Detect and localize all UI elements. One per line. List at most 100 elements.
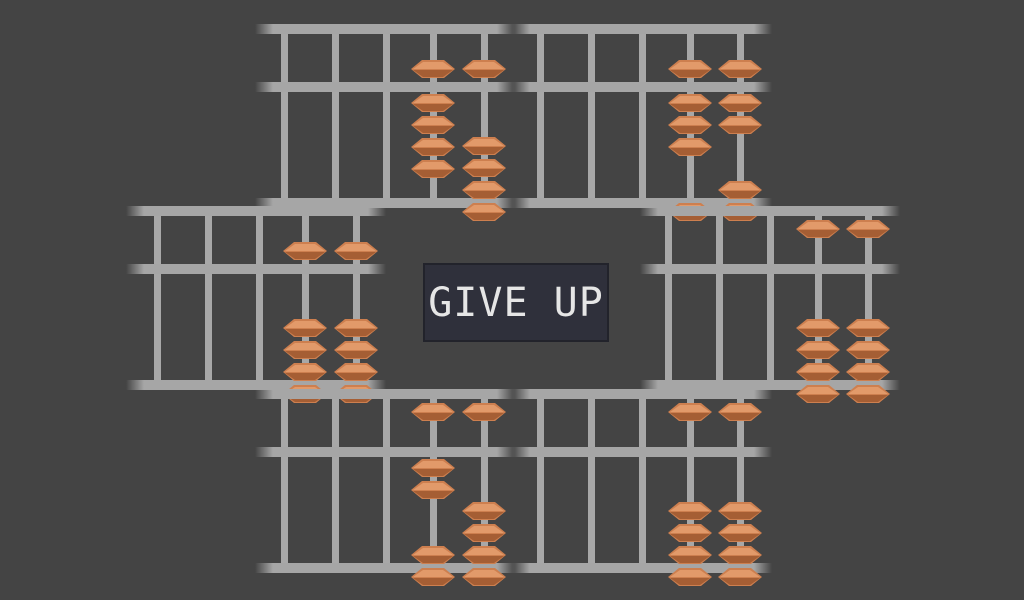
abacus-rod — [332, 28, 339, 204]
abacus-frame-rail — [640, 380, 900, 390]
abacus-rod — [537, 28, 544, 204]
abacus-rod — [815, 210, 822, 386]
abacus-lower-bead[interactable] — [716, 523, 764, 543]
abacus-lower-bead[interactable] — [460, 180, 508, 200]
abacus-rod — [665, 210, 672, 386]
abacus-lower-bead[interactable] — [332, 318, 380, 338]
abacus-frame-rail — [512, 198, 772, 208]
abacus-lower-bead[interactable] — [409, 567, 457, 587]
abacus-rod — [588, 393, 595, 569]
abacus-beam — [640, 264, 900, 274]
abacus-beam — [255, 82, 515, 92]
abacus-lower-bead[interactable] — [332, 362, 380, 382]
abacus-lower-bead[interactable] — [460, 158, 508, 178]
abacus-frame-rail — [255, 198, 515, 208]
abacus-lower-bead[interactable] — [409, 159, 457, 179]
abacus-upper-bead[interactable] — [409, 59, 457, 79]
abacus-rod — [302, 210, 309, 386]
abacus-rod — [481, 28, 488, 204]
abacus-frame-rail — [255, 24, 515, 34]
abacus-rod — [281, 393, 288, 569]
abacus-lower-bead[interactable] — [460, 202, 508, 222]
abacus-lower-bead[interactable] — [409, 545, 457, 565]
abacus-upper-bead[interactable] — [666, 59, 714, 79]
abacus-lower-bead[interactable] — [666, 501, 714, 521]
abacus-lower-bead[interactable] — [281, 318, 329, 338]
abacus-rod — [481, 393, 488, 569]
abacus-rod — [865, 210, 872, 386]
abacus-lower-bead[interactable] — [281, 362, 329, 382]
abacus-upper-bead[interactable] — [460, 59, 508, 79]
abacus-rod — [588, 28, 595, 204]
abacus-upper-bead[interactable] — [716, 402, 764, 422]
abacus-beam — [126, 264, 386, 274]
abacus-frame-rail — [255, 389, 515, 399]
abacus-rod — [281, 28, 288, 204]
abacus-lower-bead[interactable] — [409, 115, 457, 135]
abacus-upper-bead[interactable] — [794, 219, 842, 239]
abacus-rod — [154, 210, 161, 386]
abacus-lower-bead[interactable] — [409, 458, 457, 478]
abacus-lower-bead[interactable] — [409, 137, 457, 157]
abacus-rod — [383, 28, 390, 204]
abacus-rod — [537, 393, 544, 569]
abacus-lower-bead[interactable] — [666, 93, 714, 113]
abacus-lower-bead[interactable] — [794, 340, 842, 360]
abacus-lower-bead[interactable] — [794, 362, 842, 382]
abacus-rod — [767, 210, 774, 386]
abacus-lower-bead[interactable] — [716, 115, 764, 135]
abacus-upper-bead[interactable] — [281, 241, 329, 261]
abacus-rod — [687, 393, 694, 569]
abacus-frame-rail — [640, 206, 900, 216]
abacus-frame-rail — [512, 24, 772, 34]
abacus-lower-bead[interactable] — [409, 480, 457, 500]
abacus-lower-bead[interactable] — [666, 523, 714, 543]
abacus-lower-bead[interactable] — [666, 115, 714, 135]
abacus-lower-bead[interactable] — [794, 318, 842, 338]
abacus-lower-bead[interactable] — [460, 501, 508, 521]
abacus-rod — [353, 210, 360, 386]
abacus-lower-bead[interactable] — [716, 545, 764, 565]
abacus-lower-bead[interactable] — [409, 93, 457, 113]
abacus-lower-bead[interactable] — [716, 567, 764, 587]
abacus-upper-bead[interactable] — [409, 402, 457, 422]
abacus-frame-rail — [126, 206, 386, 216]
abacus-beam — [255, 447, 515, 457]
abacus-frame-rail — [512, 563, 772, 573]
abacus-upper-bead[interactable] — [666, 402, 714, 422]
give-up-button[interactable]: GIVE UP — [423, 263, 609, 342]
abacus-lower-bead[interactable] — [716, 180, 764, 200]
abacus-upper-bead[interactable] — [332, 241, 380, 261]
abacus-lower-bead[interactable] — [666, 567, 714, 587]
abacus-rod — [205, 210, 212, 386]
abacus-upper-bead[interactable] — [460, 402, 508, 422]
abacus-frame-rail — [512, 389, 772, 399]
abacus-lower-bead[interactable] — [460, 567, 508, 587]
abacus-rod — [639, 393, 646, 569]
abacus-rod — [737, 393, 744, 569]
abacus-beam — [512, 447, 772, 457]
abacus-lower-bead[interactable] — [844, 318, 892, 338]
abacus-lower-bead[interactable] — [844, 340, 892, 360]
abacus-upper-bead[interactable] — [844, 219, 892, 239]
abacus-frame-rail — [255, 563, 515, 573]
abacus-lower-bead[interactable] — [844, 362, 892, 382]
abacus-rod — [639, 28, 646, 204]
abacus-lower-bead[interactable] — [844, 384, 892, 404]
abacus-lower-bead[interactable] — [281, 340, 329, 360]
abacus-lower-bead[interactable] — [666, 545, 714, 565]
abacus-lower-bead[interactable] — [460, 523, 508, 543]
abacus-lower-bead[interactable] — [716, 501, 764, 521]
abacus-upper-bead[interactable] — [716, 59, 764, 79]
abacus-rod — [256, 210, 263, 386]
abacus-rod — [332, 393, 339, 569]
abacus-lower-bead[interactable] — [794, 384, 842, 404]
abacus-beam — [512, 82, 772, 92]
abacus-rod — [716, 210, 723, 386]
abacus-lower-bead[interactable] — [460, 545, 508, 565]
abacus-lower-bead[interactable] — [332, 340, 380, 360]
abacus-lower-bead[interactable] — [460, 136, 508, 156]
abacus-lower-bead[interactable] — [666, 137, 714, 157]
abacus-lower-bead[interactable] — [716, 93, 764, 113]
